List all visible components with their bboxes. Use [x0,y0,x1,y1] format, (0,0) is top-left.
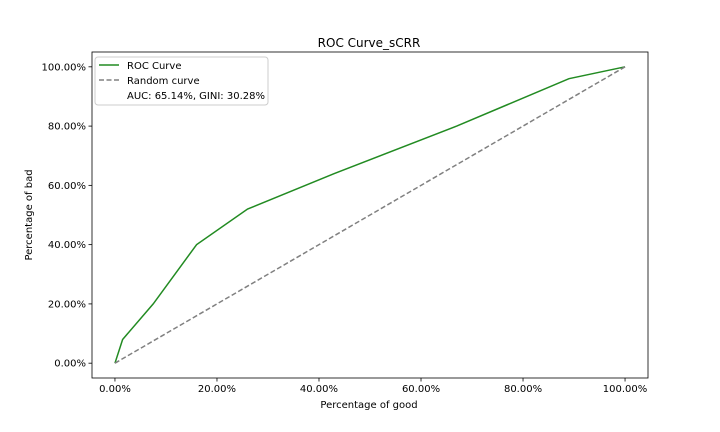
legend-auc-gini-note: AUC: 65.14%, GINI: 30.28% [127,91,265,102]
x-axis-ticks: 0.00% 20.00% 40.00% 60.00% 80.00% 100.00% [99,378,647,395]
series-line-random-curve [114,66,626,364]
x-tick-label: 60.00% [402,384,440,395]
y-axis-ticks: 0.00% 20.00% 40.00% 60.00% 80.00% 100.00% [42,62,92,370]
chart-title: ROC Curve_sCRR [318,36,421,50]
y-tick-label: 100.00% [42,62,87,73]
y-tick-label: 80.00% [48,122,86,133]
series-line-roc-curve [114,66,626,364]
legend-label-random-curve: Random curve [127,76,200,87]
legend-box [94,56,269,106]
legend: ROC Curve Random curve AUC: 65.14%, GINI… [94,56,269,106]
x-axis-label: Percentage of good [320,400,417,411]
x-tick-label: 0.00% [99,384,131,395]
y-tick-label: 60.00% [48,181,86,192]
y-tick-label: 20.00% [48,299,86,310]
series-layer [114,66,626,364]
y-axis-label: Percentage of bad [24,169,35,260]
plot-area: 0.00% 20.00% 40.00% 60.00% 80.00% 100.00% 0.0… [42,51,649,395]
y-tick-label: 0.00% [54,359,86,370]
legend-label-roc-curve: ROC Curve [127,61,181,72]
x-tick-label: 80.00% [504,384,542,395]
x-tick-label: 100.00% [603,384,648,395]
y-tick-label: 40.00% [48,240,86,251]
x-tick-label: 40.00% [300,384,338,395]
x-tick-label: 20.00% [198,384,236,395]
